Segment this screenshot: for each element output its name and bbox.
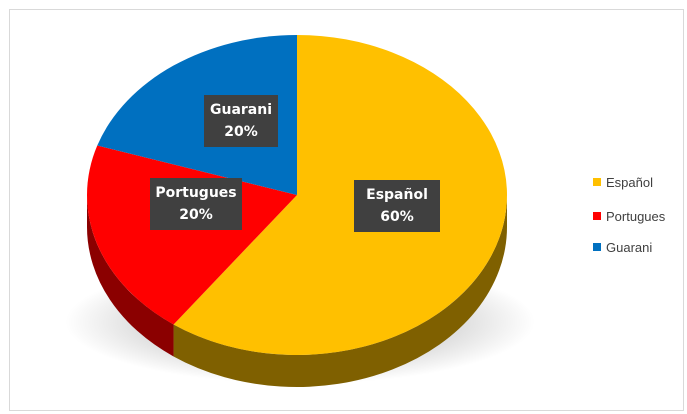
legend: Español Portugues Guarani <box>593 175 666 255</box>
data-label-guarani-value: 20% <box>224 124 258 140</box>
data-label-portugues-value: 20% <box>179 207 213 223</box>
data-label-guarani-name: Guarani <box>210 102 272 118</box>
legend-swatch-espanol <box>593 178 601 186</box>
pie-slice-portugues <box>86 145 297 325</box>
data-label-guarani: Guarani 20% <box>204 95 278 147</box>
pie-sides <box>87 195 507 388</box>
legend-label-portugues: Portugues <box>606 209 666 224</box>
pie-side-portugues <box>87 195 174 357</box>
pie-side-espaol <box>173 195 507 388</box>
data-label-espanol: Español 60% <box>354 180 440 232</box>
data-label-portugues: Portugues 20% <box>150 178 242 230</box>
legend-item-espanol: Español <box>593 175 653 190</box>
pie-slice-espaol <box>173 35 507 356</box>
legend-swatch-guarani <box>593 243 601 251</box>
data-label-espanol-value: 60% <box>380 209 414 225</box>
pie-slice-guarani <box>97 35 297 195</box>
legend-item-portugues: Portugues <box>593 209 666 224</box>
data-label-portugues-name: Portugues <box>155 185 236 201</box>
pie-tops <box>86 35 507 356</box>
legend-label-espanol: Español <box>606 175 653 190</box>
legend-item-guarani: Guarani <box>593 240 652 255</box>
pie-labels: Español 60% Portugues 20% Guarani 20% <box>150 95 440 232</box>
legend-label-guarani: Guarani <box>606 240 652 255</box>
data-label-espanol-name: Español <box>366 187 428 203</box>
legend-swatch-portugues <box>593 212 601 220</box>
